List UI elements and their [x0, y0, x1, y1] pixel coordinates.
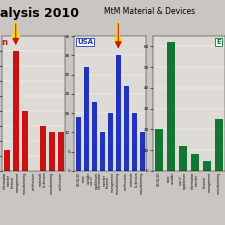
Bar — [40, 126, 46, 171]
Text: E: E — [216, 39, 221, 45]
Bar — [140, 133, 145, 171]
Bar — [4, 150, 10, 171]
Text: n: n — [1, 38, 7, 47]
Bar — [203, 161, 211, 171]
Text: MtM Material & Devices: MtM Material & Devices — [104, 7, 195, 16]
Bar — [215, 119, 223, 171]
Bar — [132, 113, 137, 171]
Text: alysis 2010: alysis 2010 — [0, 7, 79, 20]
Bar — [76, 117, 81, 171]
Bar — [92, 101, 97, 171]
Bar — [49, 132, 55, 171]
Bar — [191, 154, 199, 171]
Bar — [124, 86, 129, 171]
Bar — [100, 133, 105, 171]
Bar — [179, 146, 187, 171]
Bar — [84, 67, 89, 171]
Bar — [13, 51, 19, 171]
Bar — [155, 129, 163, 171]
Text: USA: USA — [77, 39, 93, 45]
Bar — [108, 113, 113, 171]
Bar — [167, 42, 175, 171]
Bar — [22, 111, 28, 171]
Bar — [58, 132, 64, 171]
Bar — [116, 55, 121, 171]
